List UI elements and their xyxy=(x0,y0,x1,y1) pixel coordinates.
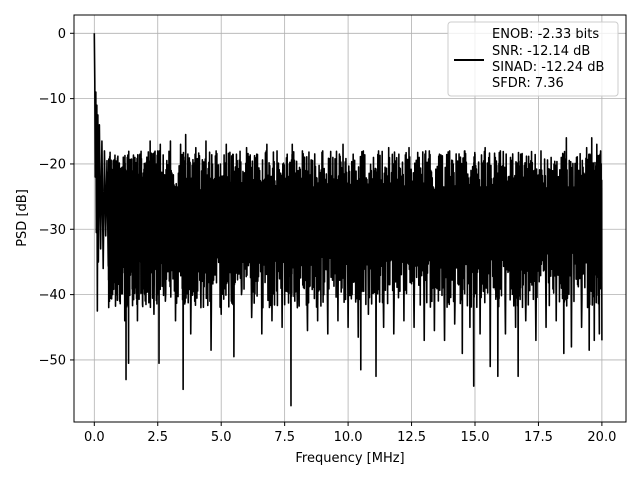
x-tick-label: 7.5 xyxy=(274,430,295,445)
y-axis-label: PSD [dB] xyxy=(15,189,30,247)
y-tick-label: −10 xyxy=(39,92,66,107)
y-tick-label: −40 xyxy=(39,288,66,303)
legend-line-sinad: SINAD: -12.24 dB xyxy=(492,60,604,75)
x-tick-label: 5.0 xyxy=(211,430,232,445)
x-tick-label: 2.5 xyxy=(147,430,168,445)
legend-line-sfdr: SFDR: 7.36 xyxy=(492,76,564,91)
legend: ENOB: -2.33 bits SNR: -12.14 dB SINAD: -… xyxy=(447,21,619,97)
x-tick-label: 10.0 xyxy=(334,430,363,445)
psd-series-line xyxy=(93,33,603,407)
x-axis-label: Frequency [MHz] xyxy=(295,451,404,466)
signal-layer xyxy=(93,33,603,407)
x-tick-label: 0.0 xyxy=(84,430,105,445)
legend-line-snr: SNR: -12.14 dB xyxy=(492,44,590,59)
x-tick-label: 12.5 xyxy=(397,430,426,445)
y-tick-label: −50 xyxy=(39,353,66,368)
y-tick-label: −20 xyxy=(39,157,66,172)
y-tick-label: −30 xyxy=(39,223,66,238)
x-tick-label: 15.0 xyxy=(461,430,490,445)
y-axis: 0 −10 −20 −30 −40 −50 xyxy=(39,27,74,368)
x-tick-label: 20.0 xyxy=(587,430,616,445)
y-tick-label: 0 xyxy=(58,27,66,42)
legend-box xyxy=(447,21,619,97)
x-axis: 0.0 2.5 5.0 7.5 10.0 12.5 15.0 17.5 20.0 xyxy=(84,422,616,445)
x-tick-label: 17.5 xyxy=(524,430,553,445)
legend-line-enob: ENOB: -2.33 bits xyxy=(492,27,599,42)
plot-frame xyxy=(73,14,627,423)
